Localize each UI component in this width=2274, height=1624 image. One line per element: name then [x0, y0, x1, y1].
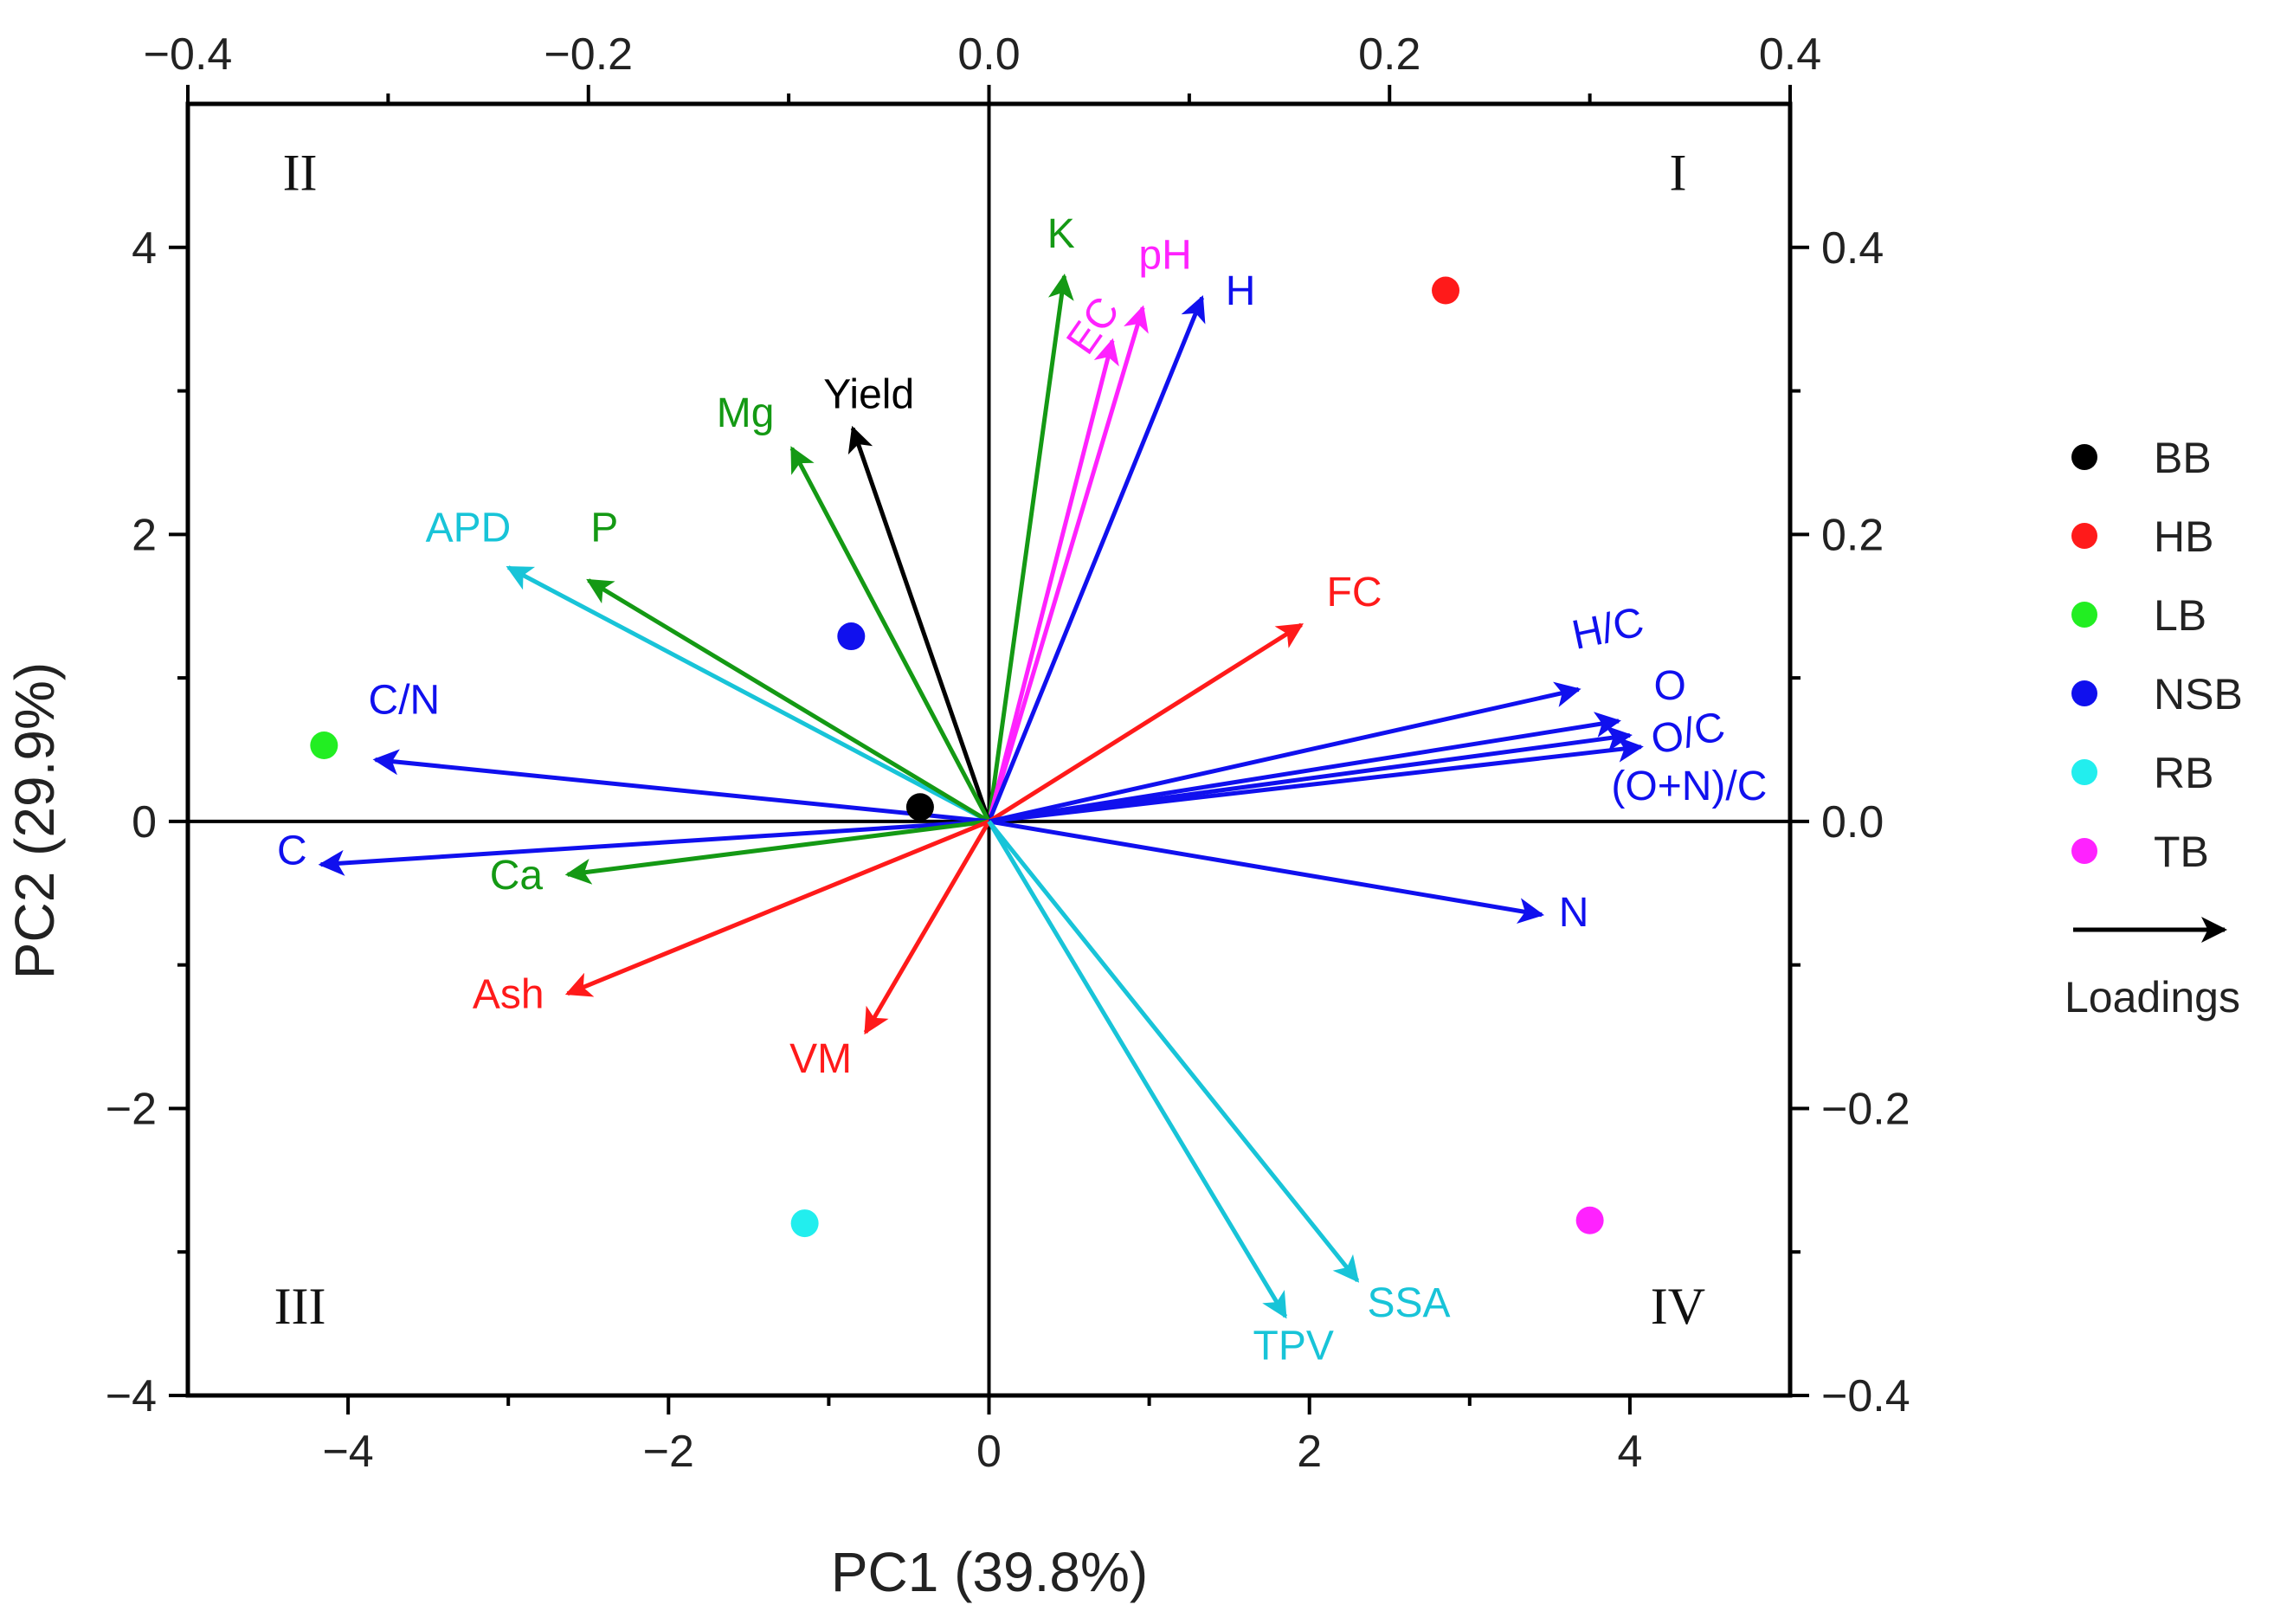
- y-tick-label: 4: [132, 223, 157, 274]
- loading-label-tpv: TPV: [1253, 1324, 1334, 1369]
- loading-arrow-h-c: [988, 681, 1581, 824]
- loading-label-k: K: [1047, 211, 1075, 257]
- quadrant-label-i: I: [1669, 144, 1686, 201]
- top-tick-label: 0.4: [1759, 29, 1821, 80]
- legend-label-nsb: NSB: [2154, 670, 2243, 719]
- legend-label-hb: HB: [2154, 512, 2213, 561]
- loading-arrow-ca: [564, 819, 989, 885]
- loading-label-apd: APD: [426, 506, 512, 551]
- top-tick-label: −0.2: [544, 29, 633, 80]
- loading-arrow-k: [987, 273, 1074, 822]
- legend-label-tb: TB: [2154, 828, 2209, 876]
- point-nsb: [837, 622, 866, 651]
- y-tick-label: −2: [106, 1084, 157, 1134]
- loading-label-p: P: [590, 506, 618, 551]
- loading-label-ca: Ca: [490, 853, 544, 899]
- legend-label-rb: RB: [2154, 749, 2213, 797]
- zero-lines: [188, 104, 1790, 1395]
- loading-label-h: H: [1226, 268, 1256, 314]
- legend-marker-bb: [2071, 444, 2097, 470]
- legend-marker-rb: [2071, 759, 2097, 785]
- y-tick-label: −4: [106, 1371, 157, 1421]
- point-bb: [905, 793, 934, 822]
- x-tick-label: 2: [1297, 1427, 1322, 1477]
- loading-arrow-ph: [987, 305, 1149, 822]
- point-hb: [1432, 276, 1460, 305]
- legend-label-bb: BB: [2154, 434, 2212, 482]
- x-tick-label: 0: [976, 1427, 1002, 1477]
- loading-label-vm: VM: [789, 1036, 852, 1082]
- x-tick-label: −2: [643, 1427, 694, 1477]
- legend-marker-tb: [2071, 838, 2097, 864]
- loading-arrow-ssa: [987, 820, 1360, 1283]
- top-tick-label: 0.2: [1358, 29, 1420, 80]
- point-lb: [310, 731, 338, 760]
- loading-arrow-c-n: [372, 749, 989, 824]
- legend-loadings-label: Loadings: [2065, 973, 2240, 1021]
- loading-arrow-fc: [988, 622, 1304, 824]
- x-tick-label: 4: [1617, 1427, 1642, 1477]
- point-tb: [1575, 1206, 1604, 1234]
- loading-arrow-c: [318, 819, 989, 876]
- loading-label-ec: EC: [1058, 289, 1129, 363]
- axis-titles: PC1 (39.8%) PC2 (29.9%): [3, 662, 1148, 1603]
- loading-label-ash: Ash: [473, 971, 544, 1017]
- loading-arrow-mg: [789, 446, 991, 823]
- loading-arrow-o-n-c: [989, 736, 1644, 824]
- loading-arrow-yield: [847, 425, 991, 822]
- loading-arrow-o: [989, 712, 1621, 824]
- legend-marker-hb: [2071, 523, 2097, 549]
- loading-label-c: C: [277, 828, 307, 874]
- loading-label-h-c: H/C: [1569, 599, 1648, 659]
- y-tick-label: 2: [132, 510, 157, 560]
- loading-label-o-c: O/C: [1647, 704, 1729, 764]
- axis-ticks: −4 −2 0 2 4 −4 −2 0 2 4 −0.4 −0.2 0.0 0.2 0.4 −0.4 −0.2 0…: [106, 29, 1910, 1477]
- y-tick-label: 0: [132, 797, 157, 847]
- legend: BB HB LB NSB RB TB Loadings: [2065, 434, 2243, 1021]
- quadrant-label-iii: III: [274, 1278, 326, 1335]
- loading-arrow-vm: [863, 820, 991, 1035]
- loading-label-o-n-c: (O+N)/C: [1611, 764, 1767, 809]
- loading-arrow-h: [987, 295, 1206, 822]
- loading-label-n: N: [1559, 890, 1589, 936]
- top-tick-label: 0.0: [957, 29, 1020, 80]
- loading-label-ssa: SSA: [1367, 1280, 1450, 1326]
- loading-arrow-p: [586, 578, 990, 824]
- y-axis-title: PC2 (29.9%): [3, 662, 66, 979]
- right-tick-label: 0.4: [1821, 223, 1884, 274]
- loading-arrow-ash: [564, 819, 990, 997]
- right-tick-label: −0.2: [1821, 1084, 1910, 1134]
- quadrant-label-iv: IV: [1651, 1278, 1705, 1335]
- loading-arrow-tpv: [987, 820, 1288, 1319]
- loading-label-o: O: [1654, 663, 1686, 709]
- loading-arrow-ec: [987, 338, 1119, 822]
- legend-label-lb: LB: [2154, 591, 2206, 640]
- right-tick-label: 0.2: [1821, 510, 1884, 560]
- score-points: [310, 276, 1604, 1238]
- right-tick-label: −0.4: [1821, 1371, 1910, 1421]
- loading-label-mg: Mg: [717, 390, 775, 436]
- loading-arrow-apd: [506, 565, 990, 824]
- loading-label-ph: pH: [1138, 233, 1191, 279]
- legend-marker-lb: [2071, 602, 2097, 628]
- loading-arrow-n: [989, 819, 1545, 924]
- x-axis-title: PC1 (39.8%): [831, 1541, 1148, 1603]
- loading-label-yield: Yield: [823, 371, 914, 417]
- quadrant-label-ii: II: [283, 144, 318, 201]
- right-tick-label: 0.0: [1821, 797, 1884, 847]
- point-rb: [790, 1209, 819, 1238]
- x-tick-label: −4: [322, 1427, 373, 1477]
- top-tick-label: −0.4: [144, 29, 233, 80]
- loading-label-c-n: C/N: [369, 678, 441, 724]
- loading-label-fc: FC: [1327, 570, 1382, 615]
- legend-marker-nsb: [2071, 680, 2097, 706]
